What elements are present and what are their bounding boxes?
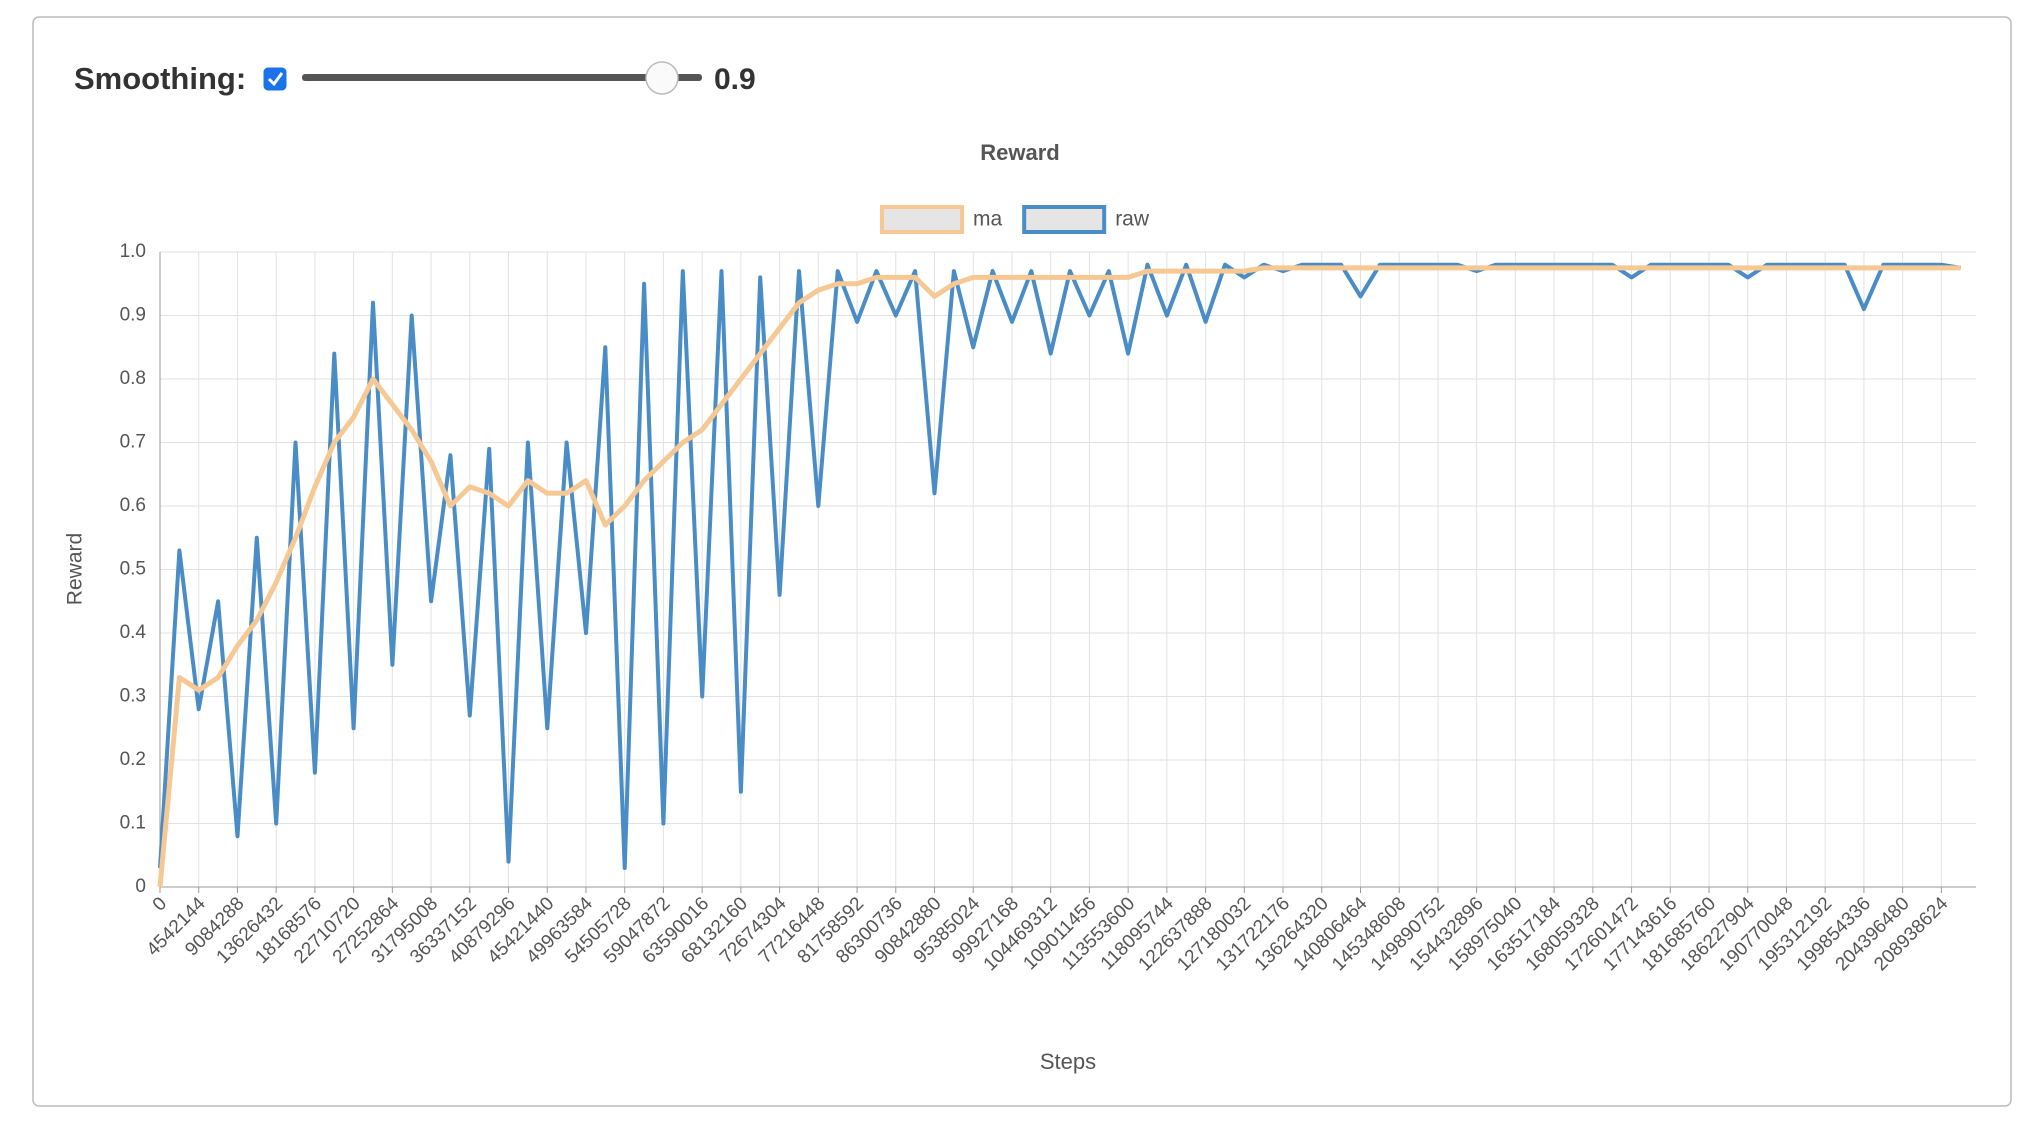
series-line — [158, 262, 1962, 870]
x-axis-label: Steps — [1040, 1049, 1096, 1074]
smoothing-checkbox[interactable] — [263, 67, 287, 91]
y-tick-label: 0.7 — [120, 432, 146, 453]
card — [32, 16, 2012, 1107]
slider-knob[interactable] — [645, 61, 679, 95]
checkbox-check — [267, 72, 284, 87]
y-tick-label: 0.3 — [120, 686, 146, 707]
y-tick-label: 0.4 — [120, 622, 147, 643]
y-tick-label: 0.5 — [120, 559, 146, 580]
y-axis-label: Reward — [64, 533, 87, 605]
y-tick-label: 0.9 — [120, 305, 146, 326]
legend-swatch — [1022, 205, 1107, 234]
y-tick-label: 0 — [135, 876, 146, 897]
checkbox-box — [263, 67, 287, 91]
series-line — [157, 265, 1961, 888]
y-tick-label: 0.8 — [120, 368, 146, 389]
y-tick-label: 1.0 — [120, 241, 146, 262]
legend-label: ma — [973, 208, 1002, 231]
chart-title: Reward — [980, 140, 1059, 165]
y-tick-label: 0.1 — [120, 813, 146, 834]
y-tick-label: 0.2 — [120, 749, 146, 770]
y-tick-label: 0.6 — [120, 495, 146, 516]
smoothing-value: 0.9 — [714, 63, 756, 96]
legend-label: raw — [1115, 208, 1150, 231]
slider-track[interactable] — [302, 74, 702, 81]
smoothing-label: Smoothing: — [74, 61, 246, 96]
legend-swatch — [880, 205, 964, 234]
